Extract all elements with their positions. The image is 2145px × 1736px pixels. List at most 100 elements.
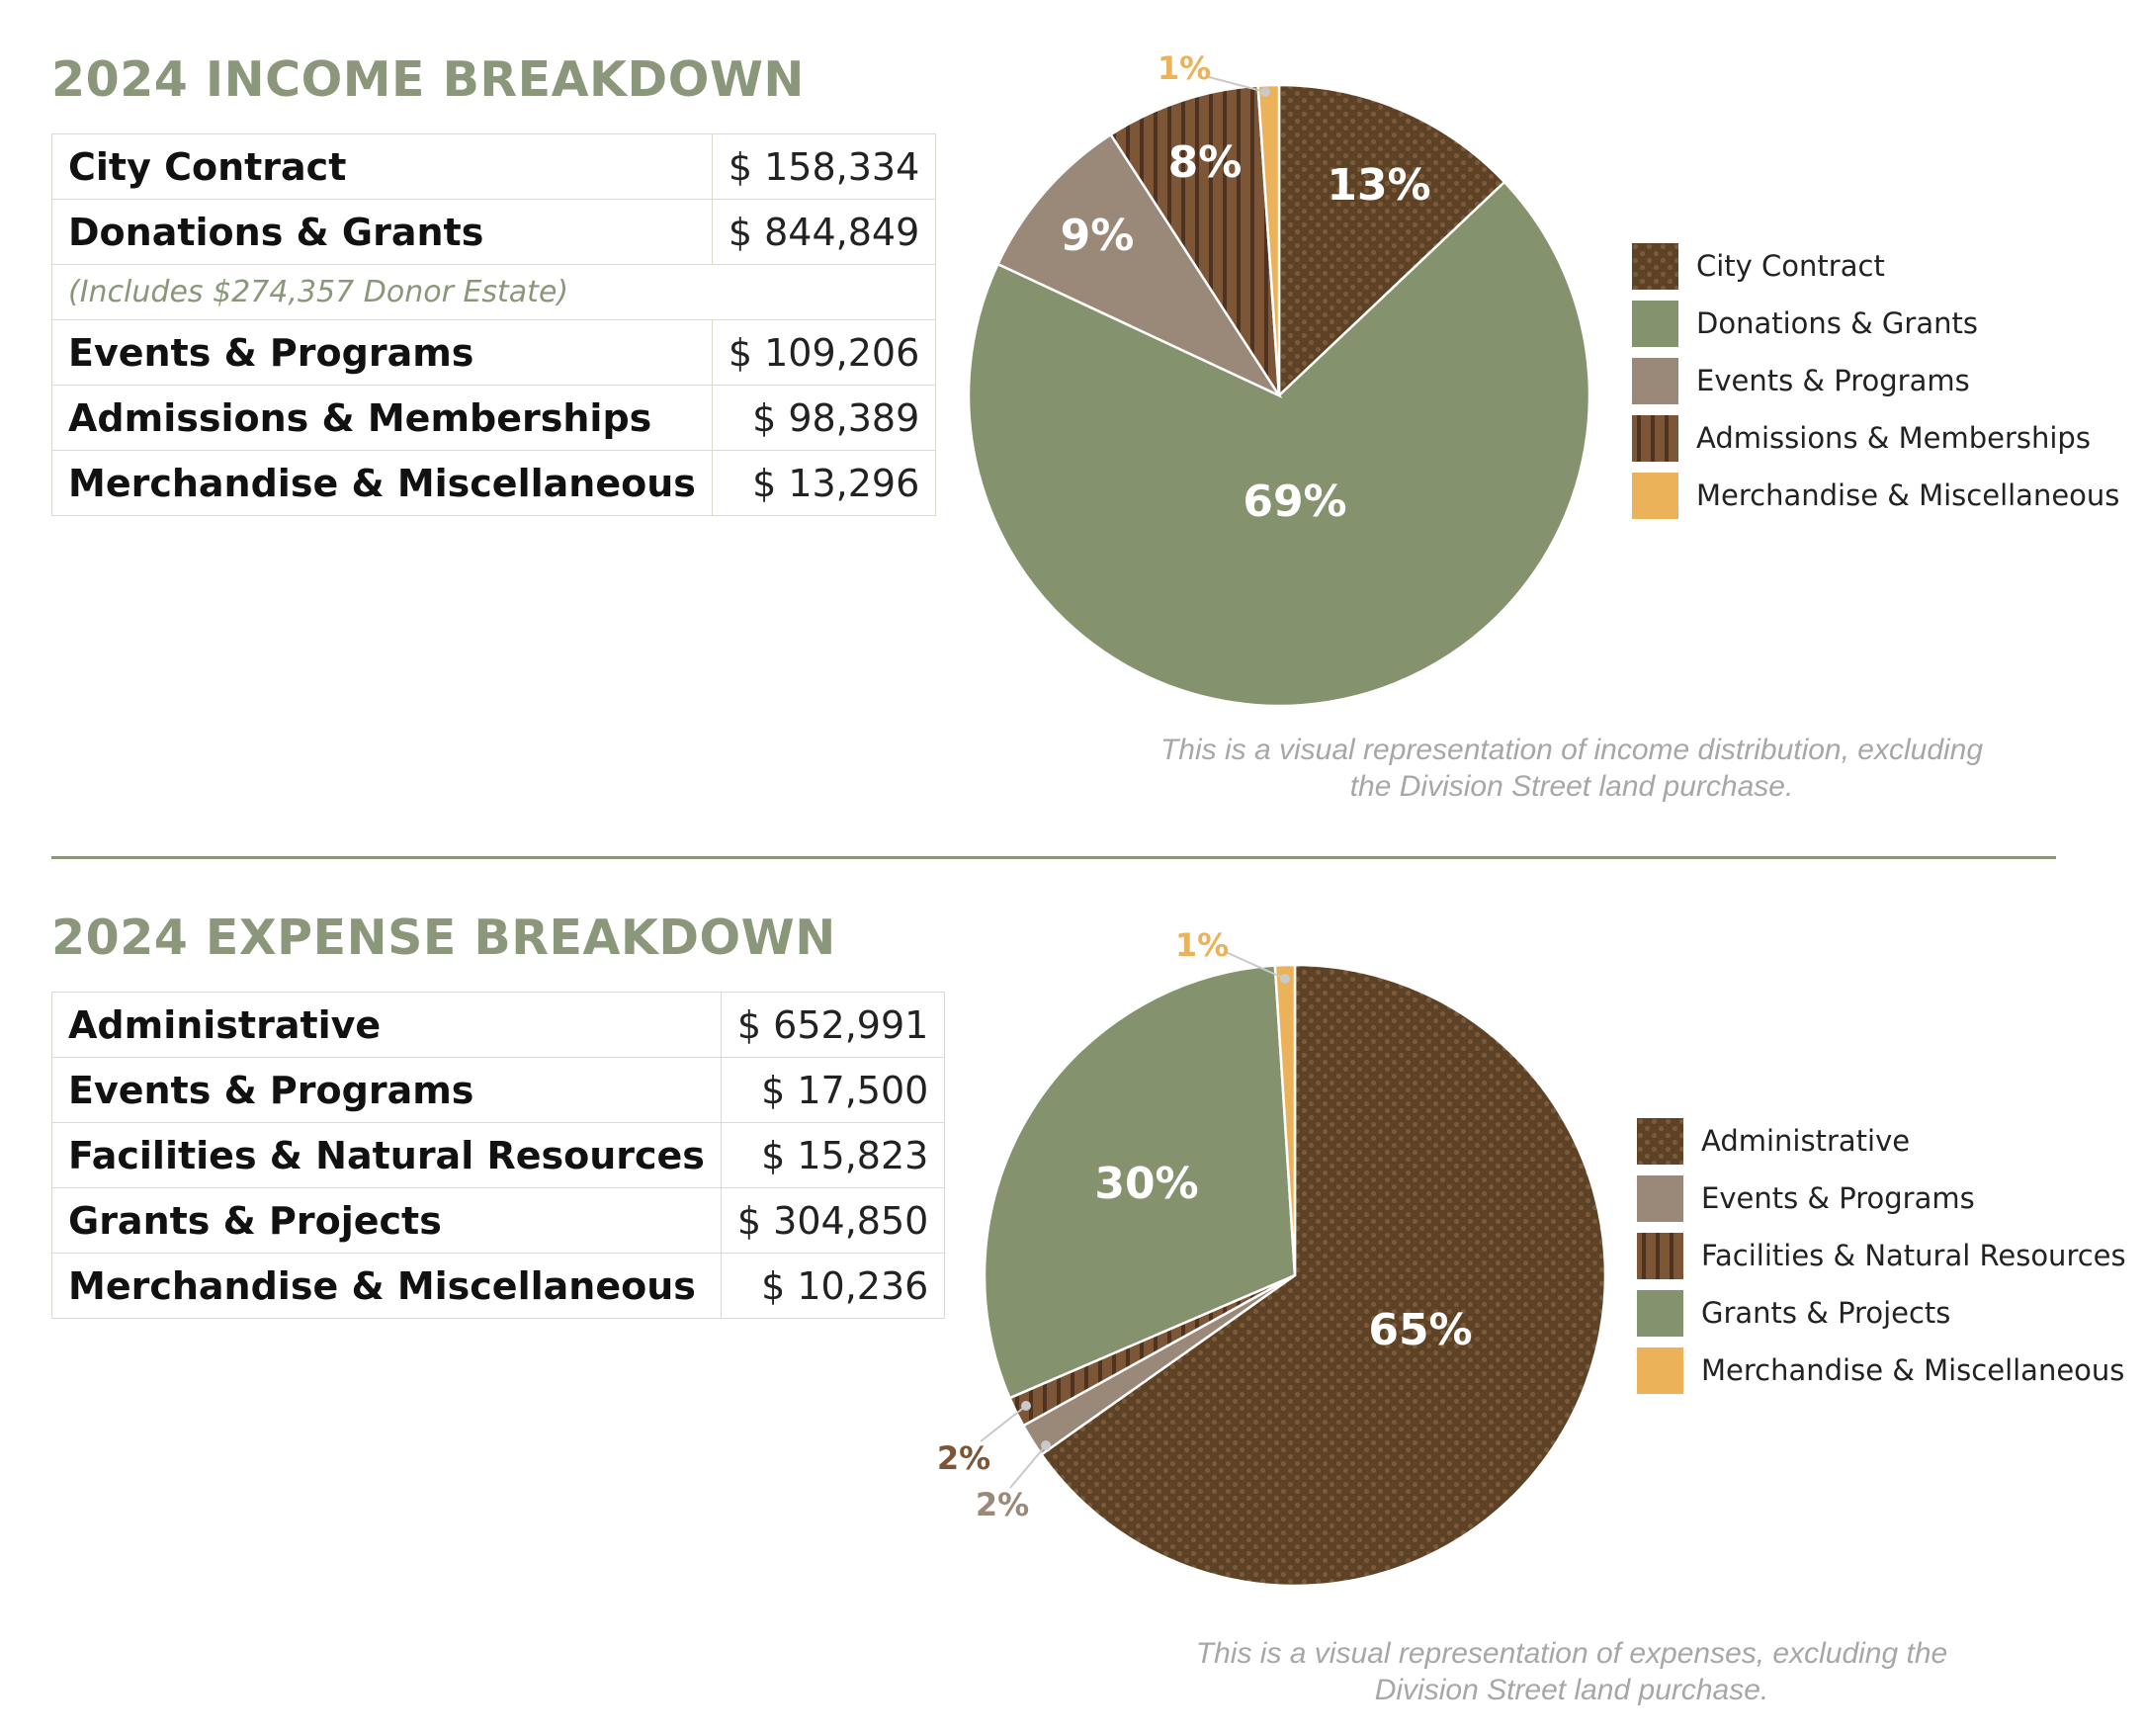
expense-title: 2024 EXPENSE BREAKDOWN: [51, 910, 836, 966]
legend-swatch-events: [1637, 1174, 1683, 1222]
expense-amount-grants: $ 304,850: [720, 1187, 946, 1254]
callout-dot-merchandise-and-miscellaneous: [1280, 974, 1290, 984]
legend-item: Events & Programs: [1632, 352, 2119, 409]
expense-label-facilities: Facilities & Natural Resources: [51, 1122, 722, 1188]
legend-swatch-admissions: [1632, 414, 1678, 462]
legend-item: Events & Programs: [1637, 1170, 2126, 1227]
pie-label-admissions-and-memberships: 8%: [1168, 137, 1243, 188]
income-amount-donations: $ 844,849: [711, 199, 937, 265]
callout-label-events-and-programs: 2%: [976, 1486, 1029, 1523]
expense-amount-merchandise: $ 10,236: [720, 1253, 946, 1319]
expense-legend: Administrative Events & Programs Facilit…: [1637, 1112, 2126, 1399]
pie-slice-events-and-programs: [995, 132, 1283, 398]
callout-label-merchandise-and-miscellaneous: 1%: [1158, 49, 1211, 87]
expense-caption: This is a visual representation of expen…: [1077, 1635, 2066, 1708]
legend-label-events: Events & Programs: [1696, 364, 1970, 397]
expense-amount-facilities: $ 15,823: [720, 1122, 946, 1188]
pie-slice-grants-and-projects: [983, 964, 1297, 1400]
callout-label-facilities-and-natural-resources: 2%: [937, 1439, 990, 1477]
table-row: Merchandise & Miscellaneous $ 13,296: [51, 450, 937, 516]
legend-swatch-facilities: [1637, 1232, 1683, 1279]
legend-item: Merchandise & Miscellaneous: [1632, 467, 2119, 524]
table-row: Facilities & Natural Resources $ 15,823: [51, 1122, 946, 1188]
expense-amount-events: $ 17,500: [720, 1057, 946, 1123]
pie-label-events-and-programs: 9%: [1061, 211, 1135, 261]
table-row: Events & Programs $ 17,500: [51, 1057, 946, 1123]
legend-item: Merchandise & Miscellaneous: [1637, 1342, 2126, 1399]
legend-swatch-merchandise: [1637, 1346, 1683, 1394]
pie-slice-merchandise-and-miscellaneous: [1273, 963, 1297, 1276]
legend-swatch-merchandise: [1632, 472, 1678, 519]
table-row: Grants & Projects $ 304,850: [51, 1187, 946, 1254]
pie-label-city-contract: 13%: [1327, 160, 1430, 211]
income-amount-events: $ 109,206: [711, 319, 937, 386]
income-amount-admissions: $ 98,389: [711, 385, 937, 451]
income-caption-line1: This is a visual representation of incom…: [1159, 734, 1984, 766]
expense-label-administrative: Administrative: [51, 992, 722, 1058]
income-legend: City Contract Donations & Grants Events …: [1632, 237, 2119, 524]
legend-label-merchandise: Merchandise & Miscellaneous: [1701, 1353, 2125, 1387]
callout-label-merchandise-and-miscellaneous: 1%: [1175, 926, 1229, 964]
income-title: 2024 INCOME BREAKDOWN: [51, 51, 805, 108]
callout-line-merchandise-and-miscellaneous: [1225, 951, 1286, 980]
legend-label-grants: Grants & Projects: [1701, 1296, 1951, 1330]
legend-swatch-city-contract: [1632, 242, 1678, 290]
pie-label-donations-and-grants: 69%: [1243, 477, 1346, 527]
income-donor-estate-note: (Includes $274,357 Donor Estate): [50, 264, 937, 320]
legend-swatch-grants: [1637, 1289, 1683, 1337]
callout-dot-events-and-programs: [1041, 1440, 1051, 1450]
pie-slice-city-contract: [1277, 83, 1506, 398]
legend-label-merchandise: Merchandise & Miscellaneous: [1696, 478, 2120, 512]
income-label-admissions: Admissions & Memberships: [51, 385, 713, 451]
income-label-events: Events & Programs: [51, 319, 713, 386]
table-row: Events & Programs $ 109,206: [51, 319, 937, 386]
legend-label-facilities: Facilities & Natural Resources: [1701, 1239, 2126, 1272]
pie-label-grants-and-projects: 30%: [1094, 1159, 1198, 1209]
legend-label-admissions: Admissions & Memberships: [1696, 421, 2091, 455]
pie-slice-admissions-and-memberships: [1108, 84, 1281, 396]
legend-label-donations: Donations & Grants: [1696, 306, 1978, 340]
table-row: (Includes $274,357 Donor Estate): [50, 264, 937, 320]
income-caption-line2: the Division Street land purchase.: [1349, 770, 1794, 803]
expense-label-events: Events & Programs: [51, 1057, 722, 1123]
table-row: Admissions & Memberships $ 98,389: [51, 385, 937, 451]
legend-item: Administrative: [1637, 1112, 2126, 1170]
callout-dot-merchandise-and-miscellaneous: [1260, 87, 1270, 97]
legend-item: City Contract: [1632, 237, 2119, 295]
callout-dot-facilities-and-natural-resources: [1021, 1401, 1031, 1411]
legend-label-city-contract: City Contract: [1696, 249, 1885, 283]
legend-label-events: Events & Programs: [1701, 1181, 1975, 1215]
legend-item: Admissions & Memberships: [1632, 409, 2119, 467]
income-label-city-contract: City Contract: [51, 133, 713, 200]
income-label-donations: Donations & Grants: [51, 199, 713, 265]
legend-item: Facilities & Natural Resources: [1637, 1227, 2126, 1284]
pie-slice-donations-and-grants: [967, 180, 1591, 708]
table-row: Administrative $ 652,991: [51, 992, 946, 1058]
legend-swatch-administrative: [1637, 1117, 1683, 1165]
callout-line-events-and-programs: [1009, 1444, 1047, 1489]
expense-amount-administrative: $ 652,991: [720, 992, 946, 1058]
pie-slice-merchandise-and-miscellaneous: [1256, 83, 1281, 396]
pie-slice-administrative: [1039, 963, 1607, 1588]
section-divider: [51, 856, 2056, 859]
legend-swatch-donations: [1632, 300, 1678, 347]
table-row: Donations & Grants $ 844,849: [51, 199, 937, 265]
legend-item: Donations & Grants: [1632, 295, 2119, 352]
expense-caption-line2: Division Street land purchase.: [1374, 1674, 1769, 1706]
legend-swatch-events: [1632, 357, 1678, 404]
legend-item: Grants & Projects: [1637, 1284, 2126, 1342]
income-amount-merchandise: $ 13,296: [711, 450, 937, 516]
income-caption: This is a visual representation of incom…: [1077, 732, 2066, 805]
expense-caption-line1: This is a visual representation of expen…: [1195, 1637, 1948, 1670]
income-table: City Contract $ 158,334 Donations & Gran…: [50, 133, 937, 516]
callout-line-facilities-and-natural-resources: [980, 1405, 1027, 1442]
pie-label-administrative: 65%: [1368, 1305, 1472, 1355]
callout-line-merchandise-and-miscellaneous: [1208, 76, 1266, 93]
expense-table: Administrative $ 652,991 Events & Progra…: [51, 992, 946, 1319]
income-label-merchandise: Merchandise & Miscellaneous: [51, 450, 713, 516]
legend-label-administrative: Administrative: [1701, 1124, 1911, 1158]
table-row: Merchandise & Miscellaneous $ 10,236: [51, 1253, 946, 1319]
expense-label-merchandise: Merchandise & Miscellaneous: [51, 1253, 722, 1319]
